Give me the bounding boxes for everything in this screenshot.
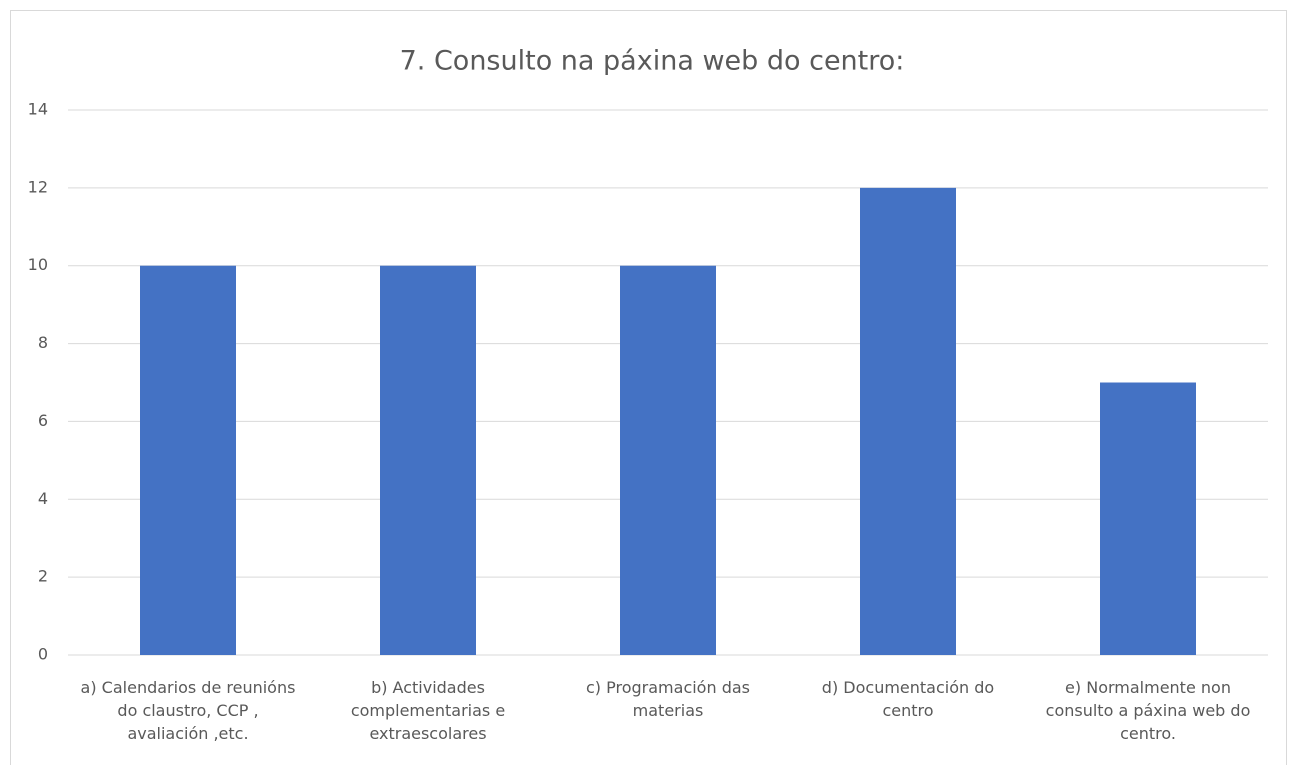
y-tick-label: 0 xyxy=(38,645,48,664)
y-tick-label: 12 xyxy=(28,177,48,196)
bar xyxy=(860,187,956,655)
y-tick-label: 14 xyxy=(28,100,48,119)
bar xyxy=(140,265,236,655)
bar xyxy=(1100,382,1196,655)
y-tick-label: 8 xyxy=(38,333,48,352)
y-tick-label: 2 xyxy=(38,567,48,586)
x-tick-label: c) Programación das materias xyxy=(586,678,750,720)
x-tick-label: d) Documentación do centro xyxy=(821,678,995,720)
x-tick-label: e) Normalmente non consulto a páxina web… xyxy=(1045,678,1251,743)
x-tick-label: b) Actividades complementarias e extraes… xyxy=(350,678,506,743)
bar xyxy=(620,265,716,655)
bar xyxy=(380,265,476,655)
chart-title: 7. Consulto na páxina web do centro: xyxy=(400,46,905,77)
x-tick-label: a) Calendarios de reunións do claustro, … xyxy=(80,678,296,743)
y-tick-label: 4 xyxy=(38,489,48,508)
chart-frame xyxy=(10,10,1287,765)
y-tick-label: 10 xyxy=(28,255,48,274)
y-tick-label: 6 xyxy=(38,411,48,430)
